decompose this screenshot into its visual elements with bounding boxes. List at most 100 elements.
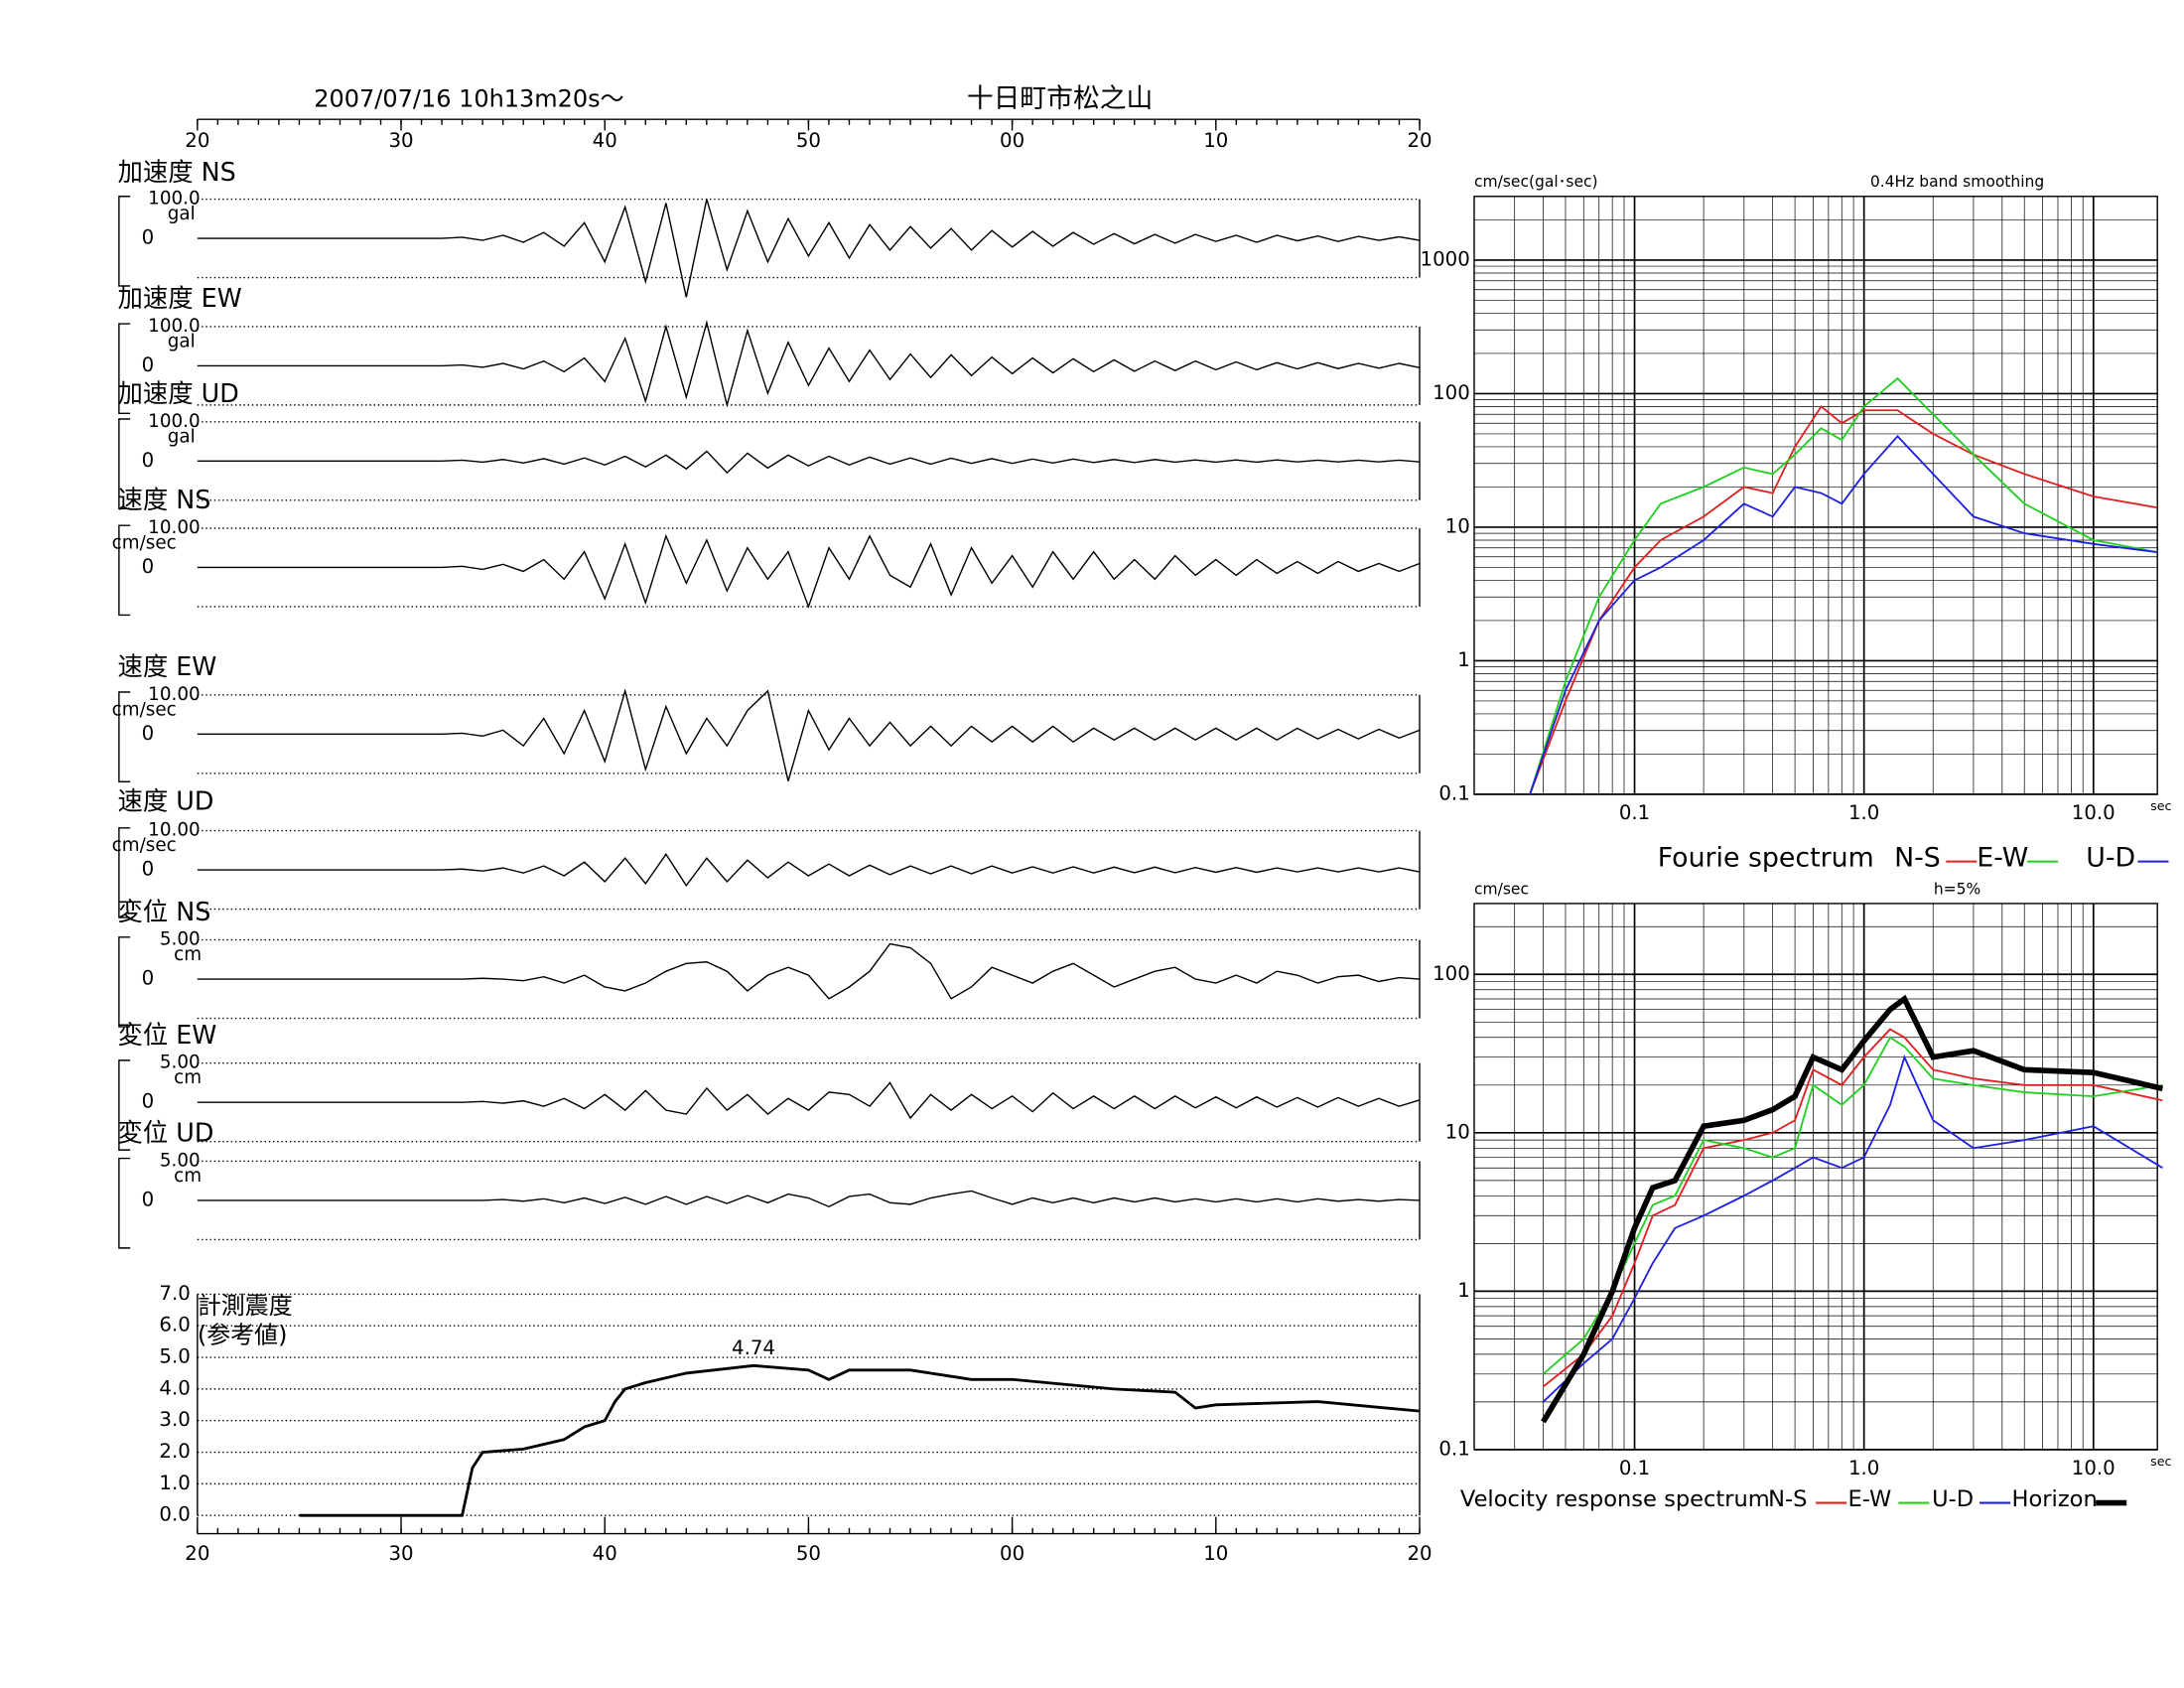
waveform bbox=[197, 1081, 1421, 1120]
y-tick-label: 10 bbox=[1445, 514, 1470, 537]
y-tick-label: 5.00 bbox=[160, 929, 201, 950]
x-tick-label: 50 bbox=[796, 1542, 821, 1565]
panel-bracket bbox=[118, 196, 131, 287]
panel-label: 速度 NS bbox=[117, 485, 210, 514]
y-tick-label: 0.1 bbox=[1438, 1437, 1469, 1460]
y-tick-label: 10.00 bbox=[148, 820, 200, 841]
x-tick-label: 20 bbox=[185, 1542, 209, 1565]
panel-label: 加速度 EW bbox=[117, 283, 241, 313]
legend-title: Fourie spectrum bbox=[1658, 842, 1874, 873]
x-tick-label: 1.0 bbox=[1848, 801, 1879, 824]
legend-label: Horizon bbox=[2012, 1486, 2098, 1512]
panel-label: 速度 UD bbox=[117, 785, 213, 815]
x-tick-label: 00 bbox=[1000, 1542, 1024, 1565]
x-tick-label: 1.0 bbox=[1848, 1457, 1879, 1479]
x-tick-label: 10 bbox=[1203, 1542, 1228, 1565]
x-tick-label: 10.0 bbox=[2072, 801, 2116, 824]
waveform bbox=[197, 320, 1421, 408]
x-tick-label: 50 bbox=[796, 129, 821, 152]
waveform bbox=[197, 1190, 1421, 1208]
y-tick-label: 5.00 bbox=[160, 1150, 201, 1171]
panel-label: 速度 EW bbox=[117, 651, 216, 681]
x-tick-label: 20 bbox=[185, 129, 209, 152]
x-tick-label: 10.0 bbox=[2072, 1457, 2116, 1479]
x-tick-label: 00 bbox=[1000, 129, 1024, 152]
x-tick-label: 0.1 bbox=[1619, 1457, 1650, 1479]
y-tick-label: 5.00 bbox=[160, 1053, 201, 1073]
unit-label: cm/sec bbox=[112, 835, 177, 856]
x-axis-label: sec bbox=[2150, 798, 2171, 813]
spectrum-line bbox=[1529, 376, 2158, 795]
spectrum-line bbox=[1529, 405, 2158, 795]
y-tick-label: 100 bbox=[1433, 381, 1470, 404]
panel-bracket bbox=[118, 418, 131, 509]
y-tick-label: 4.0 bbox=[159, 1376, 190, 1399]
y-tick-label: 3.0 bbox=[159, 1408, 190, 1431]
y-tick-label: 100.0 bbox=[148, 316, 200, 337]
y-tick-label: 100.0 bbox=[148, 411, 200, 432]
y-tick-label: 10.00 bbox=[148, 517, 200, 538]
x-tick-label: 0.1 bbox=[1619, 801, 1650, 824]
y-tick-label: 100 bbox=[1433, 962, 1470, 985]
panel-bracket bbox=[118, 323, 131, 415]
x-axis-label: sec bbox=[2150, 1454, 2171, 1469]
waveform bbox=[197, 450, 1421, 475]
y-tick-label: 0 bbox=[142, 226, 155, 249]
panel-bracket bbox=[118, 827, 131, 918]
spectrum-line bbox=[1529, 434, 2158, 795]
legend-label: E-W bbox=[1848, 1486, 1892, 1512]
x-tick-label: 10 bbox=[1203, 129, 1228, 152]
legend-label: N-S bbox=[1768, 1486, 1807, 1512]
station-name: 十日町市松之山 bbox=[967, 83, 1153, 114]
legend-label: U-D bbox=[2086, 842, 2135, 873]
y-tick-label: 0 bbox=[142, 555, 155, 578]
spectrum-line bbox=[1542, 1028, 2163, 1388]
y-axis-label: cm/sec bbox=[1474, 880, 1529, 898]
legend-title: Velocity response spectrum bbox=[1460, 1486, 1770, 1512]
chart-title: 計測震度 bbox=[198, 1292, 293, 1320]
spectrum-line bbox=[1541, 994, 2164, 1424]
waveform bbox=[197, 533, 1421, 610]
y-tick-label: 0 bbox=[142, 449, 155, 472]
legend-label: E-W bbox=[1977, 842, 2028, 873]
x-tick-label: 20 bbox=[1407, 129, 1432, 152]
y-tick-label: 0 bbox=[142, 353, 155, 376]
panel-label: 変位 UD bbox=[117, 1118, 213, 1148]
unit-label: cm bbox=[174, 944, 202, 965]
intensity-line bbox=[299, 1363, 1421, 1517]
y-tick-label: 100.0 bbox=[148, 189, 200, 210]
x-tick-label: 40 bbox=[593, 129, 617, 152]
y-tick-label: 10 bbox=[1445, 1120, 1470, 1143]
unit-label: cm bbox=[174, 1166, 202, 1187]
panel-bracket bbox=[118, 1059, 131, 1151]
y-tick-label: 0 bbox=[142, 858, 155, 881]
y-tick-label: 0 bbox=[142, 1090, 155, 1113]
x-tick-label: 40 bbox=[593, 1542, 617, 1565]
y-tick-label: 2.0 bbox=[159, 1440, 190, 1463]
y-tick-label: 7.0 bbox=[159, 1282, 190, 1305]
y-tick-label: 0.0 bbox=[159, 1503, 190, 1526]
spectrum-line bbox=[1542, 1036, 2163, 1375]
y-tick-label: 0 bbox=[142, 722, 155, 745]
panel-bracket bbox=[118, 691, 131, 782]
chart-subtitle: (参考値) bbox=[198, 1322, 288, 1349]
waveform bbox=[197, 688, 1421, 781]
spectrum-line bbox=[1542, 1055, 2163, 1403]
panel-label: 加速度 NS bbox=[117, 157, 235, 187]
x-tick-label: 30 bbox=[388, 129, 413, 152]
y-tick-label: 0.1 bbox=[1438, 781, 1469, 804]
x-tick-label: 20 bbox=[1407, 1542, 1432, 1565]
chart-title: 0.4Hz band smoothing bbox=[1870, 173, 2044, 191]
y-tick-label: 0 bbox=[142, 967, 155, 990]
unit-label: gal bbox=[168, 204, 196, 224]
y-tick-label: 0 bbox=[142, 1188, 155, 1210]
waveform bbox=[197, 853, 1421, 888]
waveform bbox=[197, 942, 1421, 1000]
chart-title: h=5% bbox=[1934, 880, 1980, 898]
x-tick-label: 30 bbox=[388, 1542, 413, 1565]
y-tick-label: 10.00 bbox=[148, 684, 200, 705]
panel-bracket bbox=[118, 936, 131, 1028]
unit-label: gal bbox=[168, 426, 196, 447]
